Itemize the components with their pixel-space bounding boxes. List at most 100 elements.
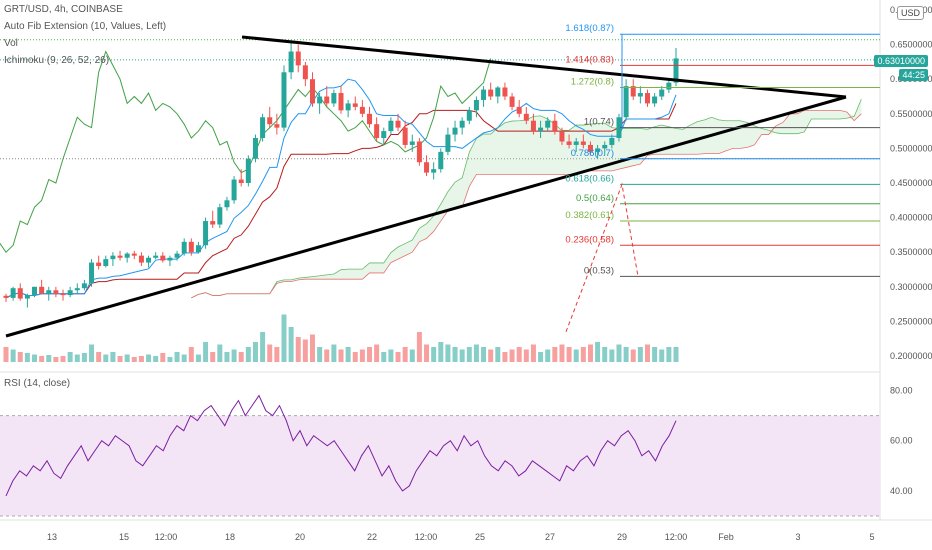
volume-bar [89, 344, 95, 362]
volume-bar [502, 352, 508, 362]
volume-bar [509, 349, 515, 362]
candle-body [409, 141, 415, 145]
candle-body [309, 79, 315, 104]
candle-body [445, 134, 451, 152]
volume-bar [367, 347, 373, 362]
volume-bar [24, 353, 30, 362]
volume-bar [652, 347, 658, 362]
candle-body [424, 162, 430, 173]
candle-body [659, 89, 665, 97]
volume-bar [395, 352, 401, 362]
candle-body [17, 288, 23, 299]
candle-body [481, 89, 487, 100]
time-tick-label: 12:00 [415, 532, 438, 542]
time-tick-label: 29 [617, 532, 627, 542]
volume-bar [224, 352, 230, 362]
fib-level-label: 0.786(0.7) [571, 148, 614, 159]
volume-bar [659, 349, 665, 362]
candle-body [302, 65, 308, 80]
volume-bar [281, 314, 287, 362]
volume-bar [566, 347, 572, 362]
candle-body [630, 86, 636, 97]
time-tick-label: 25 [475, 532, 485, 542]
candle-body [359, 106, 365, 114]
volume-bar [288, 327, 294, 362]
time-tick-label: 12:00 [665, 532, 688, 542]
currency-button[interactable]: USD [896, 6, 924, 20]
candle-body [53, 290, 59, 294]
candle-body [103, 259, 109, 267]
price-tick-label: 0.20000000 [890, 351, 932, 361]
candle-body [74, 288, 80, 291]
candle-body [523, 113, 529, 121]
candle-body [138, 255, 144, 263]
candle-body [131, 253, 137, 256]
volume-bar [181, 354, 187, 362]
volume-bar [602, 347, 608, 362]
volume-bar [381, 352, 387, 362]
candle-body [495, 87, 501, 97]
symbol-title: GRT/USD, 4h, COINBASE [4, 4, 123, 15]
candle-body [274, 124, 280, 128]
volume-bar [245, 347, 251, 362]
candle-body [24, 295, 30, 299]
candle-body [652, 96, 658, 104]
candle-body [381, 131, 387, 139]
fib-level-label: 0.236(0.58) [565, 234, 614, 245]
candle-body [146, 257, 152, 263]
volume-bar [452, 347, 458, 362]
candle-body [545, 120, 551, 128]
candle-body [352, 103, 358, 107]
fib-level-label: 1.272(0.8) [571, 77, 614, 88]
candle-body [231, 179, 237, 201]
volume-bar [146, 354, 152, 362]
candle-body [10, 288, 16, 298]
volume-bar [416, 332, 422, 362]
volume-bar [124, 354, 130, 362]
volume-bar [96, 352, 102, 362]
candle-body [67, 290, 73, 296]
volume-bar [466, 347, 472, 362]
volume-bar [609, 349, 615, 362]
volume-bar [174, 352, 180, 362]
indicator-vol-label[interactable]: Vol [4, 38, 18, 49]
volume-bar [17, 352, 23, 362]
volume-bar [431, 347, 437, 362]
volume-bar [260, 332, 266, 362]
rsi-band [0, 415, 880, 516]
indicator-fib-label[interactable]: Auto Fib Extension (10, Values, Left) [4, 21, 167, 32]
trendline-lower [5, 95, 847, 338]
candle-body [160, 255, 166, 261]
candle-body [195, 245, 201, 253]
volume-bar [409, 349, 415, 362]
time-tick-label: Feb [718, 532, 734, 542]
volume-bar [74, 354, 80, 362]
time-tick-label: 5 [869, 532, 874, 542]
time-tick-label: 18 [225, 532, 235, 542]
candle-body [459, 120, 465, 128]
candle-body [566, 141, 572, 145]
candle-body [46, 290, 52, 294]
volume-bar [587, 344, 593, 362]
candle-body [416, 141, 422, 163]
candle-body [89, 262, 95, 284]
candle-body [488, 89, 494, 97]
candle-body [210, 221, 216, 225]
volume-bar [573, 349, 579, 362]
volume-bar [131, 357, 137, 362]
rsi-tick-label: 40.00 [890, 486, 913, 496]
candle-body [217, 207, 223, 225]
candle-body [466, 110, 472, 121]
rsi-label[interactable]: RSI (14, close) [4, 378, 71, 389]
candle-body [666, 82, 672, 90]
candle-body [32, 286, 38, 296]
indicator-ichimoku-label[interactable]: Ichimoku (9, 26, 52, 26) [4, 55, 110, 66]
volume-bar [673, 347, 679, 362]
candle-body [402, 127, 408, 145]
time-tick-label: 27 [545, 532, 555, 542]
candle-body [438, 151, 444, 170]
volume-bar [252, 342, 258, 362]
